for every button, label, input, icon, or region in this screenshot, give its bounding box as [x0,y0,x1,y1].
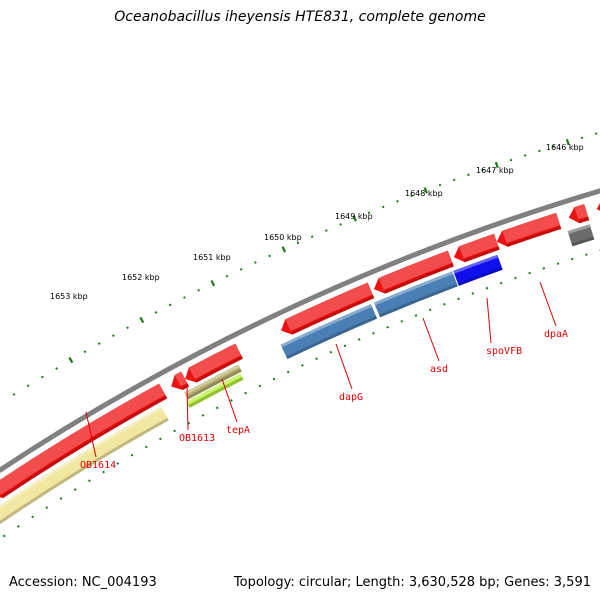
orf-bar-2 [184,364,242,400]
ruler-label-1647-kbp: 1647 kbp [476,166,514,175]
gene-label-ob1614: OB1614 [80,411,116,471]
gene-label-ob1613: OB1613 [179,384,215,444]
gene-labels: OB1614 OB1613 tepA dapG asd spoVFB dpaA [80,281,568,471]
gene-label-tepa: tepA [221,378,250,436]
accession-text: Accession: NC_004193 [9,575,157,590]
ruler-ticks [12,132,598,396]
svg-text:dpaA: dpaA [544,329,568,340]
topology-summary: Topology: circular; Length: 3,630,528 bp… [233,575,591,590]
gene-label-asd: asd [422,317,448,375]
svg-text:spoVFB: spoVFB [486,346,522,357]
orf-bar-6 [453,254,503,286]
backbone-line [0,188,600,474]
svg-text:OB1613: OB1613 [179,433,215,444]
forward-gene-4 [281,282,375,335]
orf-bar-4 [280,303,378,360]
ruler: 1653 kbp 1652 kbp 1651 kbp 1650 kbp 1649 kbp… [2,132,600,538]
ruler-label-1646-kbp: 1646 kbp [546,143,584,152]
forward-gene-6 [453,233,500,263]
gene-label-spovfb: spoVFB [486,297,522,357]
orf-bar-1 [0,406,169,525]
ruler-label-1650-kbp: 1650 kbp [264,233,302,242]
ruler-label-1649-kbp: 1649 kbp [335,212,373,221]
forward-gene-9 [596,203,600,211]
svg-text:tepA: tepA [226,425,250,436]
ruler-label-1648-kbp: 1648 kbp [405,189,443,198]
forward-gene-7 [496,212,562,247]
ruler-label-1652-kbp: 1652 kbp [122,273,160,282]
svg-text:OB1614: OB1614 [80,460,116,471]
ruler-label-1651-kbp: 1651 kbp [193,253,231,262]
forward-gene-8 [568,203,590,224]
forward-gene-1 [0,383,168,498]
inner-ticks [2,249,600,538]
forward-gene-5 [373,250,454,294]
backbone [0,188,600,474]
gene-label-dapg: dapG [335,343,363,403]
orf-bar-5 [373,271,458,318]
forward-gene-2 [171,371,190,390]
page-title: Oceanobacillus iheyensis HTE831, complet… [114,9,486,25]
ruler-label-1653-kbp: 1653 kbp [50,292,88,301]
svg-text:asd: asd [430,364,448,375]
gene-track [0,203,600,525]
forward-gene-3 [185,343,243,383]
orf-bar-3 [186,373,244,408]
gene-label-dpaa: dpaA [539,281,568,340]
orf-bar-7 [567,224,595,247]
svg-text:dapG: dapG [339,392,363,403]
